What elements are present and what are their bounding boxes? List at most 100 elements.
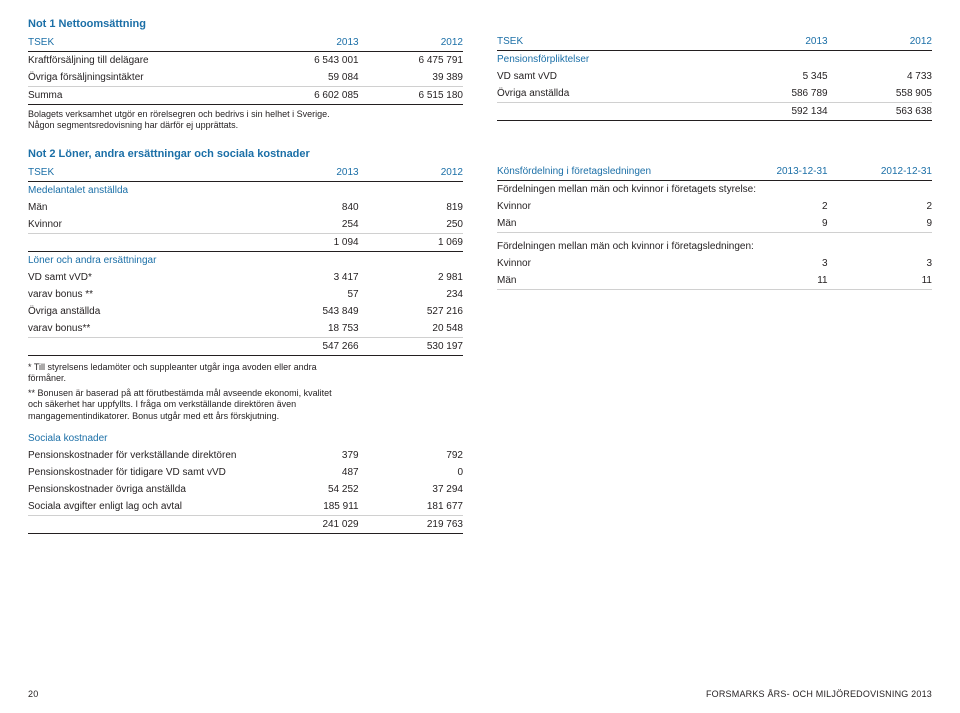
note-2b-table: Könsfördelning i företagsledningen 2013-… — [497, 163, 932, 290]
table-row: Kvinnor 2 2 — [497, 198, 932, 215]
paragraph: Fördelningen mellan män och kvinnor i fö… — [497, 232, 932, 255]
page-footer: 20 FORSMARKS ÅRS- OCH MILJÖREDOVISNING 2… — [28, 689, 932, 699]
table-row: Män 840 819 — [28, 199, 463, 216]
cell-label: Män — [497, 215, 723, 233]
cell-label: varav bonus ** — [28, 286, 254, 303]
cell-val: 487 — [254, 464, 358, 481]
cell-val: 0 — [359, 464, 463, 481]
cell-val: 592 134 — [723, 103, 827, 121]
cell-val: 54 252 — [254, 481, 358, 498]
cell-label: Övriga anställda — [28, 303, 254, 320]
table-row: Övriga anställda 586 789 558 905 — [497, 85, 932, 103]
subheading: Medelantalet anställda — [28, 181, 463, 199]
cell-label: Kraftförsäljning till delägare — [28, 52, 254, 70]
note-2-title: Not 2 Löner, andra ersättningar och soci… — [28, 148, 463, 160]
cell-val: 20 548 — [359, 320, 463, 338]
cell-val: 3 — [723, 255, 827, 272]
cell-val: 2 — [723, 198, 827, 215]
cell-val: 3 — [828, 255, 932, 272]
cell-val: 11 — [828, 272, 932, 290]
cell-val: 379 — [254, 447, 358, 464]
cell-val: 6 543 001 — [254, 52, 358, 70]
cell-label — [28, 515, 254, 533]
cell-label — [28, 337, 254, 355]
cell-val: 4 733 — [828, 68, 932, 85]
table-header: TSEK 2013 2012 — [28, 34, 463, 52]
table-row: Övriga anställda 543 849 527 216 — [28, 303, 463, 320]
cell-label: Summa — [28, 87, 254, 105]
hdr-label: TSEK — [497, 33, 723, 51]
note-1-table: TSEK 2013 2012 Kraftförsäljning till del… — [28, 34, 463, 105]
table-sum-row: 592 134 563 638 — [497, 103, 932, 121]
cell-val: 5 345 — [723, 68, 827, 85]
table-sum-row: 547 266 530 197 — [28, 337, 463, 355]
table-header: TSEK 2013 2012 — [28, 164, 463, 182]
cell-val: 37 294 — [359, 481, 463, 498]
cell-val: 558 905 — [828, 85, 932, 103]
hdr-label: Könsfördelning i företagsledningen — [497, 163, 723, 181]
cell-label: VD samt vVD* — [28, 269, 254, 286]
cell-val: 59 084 — [254, 69, 358, 87]
table-row: Pensionskostnader för tidigare VD samt v… — [28, 464, 463, 481]
cell-label: Kvinnor — [497, 255, 723, 272]
note-1-footnote: Bolagets verksamhet utgör en rörelsegren… — [28, 109, 333, 132]
note-1b-table: TSEK 2013 2012 Pensionsförpliktelser VD … — [497, 33, 932, 121]
cell-val: 563 638 — [828, 103, 932, 121]
cell-val: 1 094 — [254, 233, 358, 251]
cell-val: 819 — [359, 199, 463, 216]
cell-label: Män — [497, 272, 723, 290]
cell-label — [28, 233, 254, 251]
cell-val: 2 — [828, 198, 932, 215]
page-number: 20 — [28, 689, 38, 699]
cell-val: 530 197 — [359, 337, 463, 355]
table-row: Sociala kostnader — [28, 430, 463, 447]
table-row: Män 9 9 — [497, 215, 932, 233]
hdr-year1: 2013-12-31 — [723, 163, 827, 181]
cell-val: 547 266 — [254, 337, 358, 355]
note-2-table-social: Sociala kostnader Pensionskostnader för … — [28, 430, 463, 534]
table-row: Medelantalet anställda — [28, 181, 463, 199]
table-row: Kvinnor 3 3 — [497, 255, 932, 272]
hdr-label: TSEK — [28, 34, 254, 52]
cell-val: 1 069 — [359, 233, 463, 251]
table-row: Sociala avgifter enligt lag och avtal 18… — [28, 498, 463, 516]
hdr-label: TSEK — [28, 164, 254, 182]
hdr-year1: 2013 — [254, 34, 358, 52]
lower-row: Not 2 Löner, andra ersättningar och soci… — [28, 148, 932, 534]
cell-val: 586 789 — [723, 85, 827, 103]
table-row: Kvinnor 254 250 — [28, 216, 463, 234]
page: Not 1 Nettoomsättning TSEK 2013 2012 Kra… — [0, 0, 960, 713]
hdr-year1: 2013 — [254, 164, 358, 182]
table-row: VD samt vVD* 3 417 2 981 — [28, 269, 463, 286]
top-row: Not 1 Nettoomsättning TSEK 2013 2012 Kra… — [28, 18, 932, 132]
table-sum-row: Summa 6 602 085 6 515 180 — [28, 87, 463, 105]
note-1-block: Not 1 Nettoomsättning TSEK 2013 2012 Kra… — [28, 18, 463, 132]
cell-val: 6 602 085 — [254, 87, 358, 105]
cell-val: 234 — [359, 286, 463, 303]
note-2-footnote-2: ** Bonusen är baserad på att förutbestäm… — [28, 388, 341, 422]
cell-val: 11 — [723, 272, 827, 290]
cell-val: 57 — [254, 286, 358, 303]
footer-text: FORSMARKS ÅRS- OCH MILJÖREDOVISNING 2013 — [706, 689, 932, 699]
table-row: Kraftförsäljning till delägare 6 543 001… — [28, 52, 463, 70]
cell-val: 6 515 180 — [359, 87, 463, 105]
cell-val: 6 475 791 — [359, 52, 463, 70]
cell-val: 254 — [254, 216, 358, 234]
table-row: VD samt vVD 5 345 4 733 — [497, 68, 932, 85]
table-row: Övriga försäljningsintäkter 59 084 39 38… — [28, 69, 463, 87]
cell-val: 527 216 — [359, 303, 463, 320]
cell-val: 219 763 — [359, 515, 463, 533]
table-row: Fördelningen mellan män och kvinnor i fö… — [497, 180, 932, 198]
cell-label: varav bonus** — [28, 320, 254, 338]
note-1-title: Not 1 Nettoomsättning — [28, 18, 463, 30]
hdr-year2: 2012 — [359, 34, 463, 52]
cell-val: 185 911 — [254, 498, 358, 516]
cell-label — [497, 103, 723, 121]
hdr-year2: 2012-12-31 — [828, 163, 932, 181]
cell-label: Kvinnor — [497, 198, 723, 215]
table-sum-row: 1 094 1 069 — [28, 233, 463, 251]
note-2-table: TSEK 2013 2012 Medelantalet anställda Mä… — [28, 164, 463, 356]
table-row: Män 11 11 — [497, 272, 932, 290]
cell-val: 3 417 — [254, 269, 358, 286]
table-row: Pensionskostnader övriga anställda 54 25… — [28, 481, 463, 498]
